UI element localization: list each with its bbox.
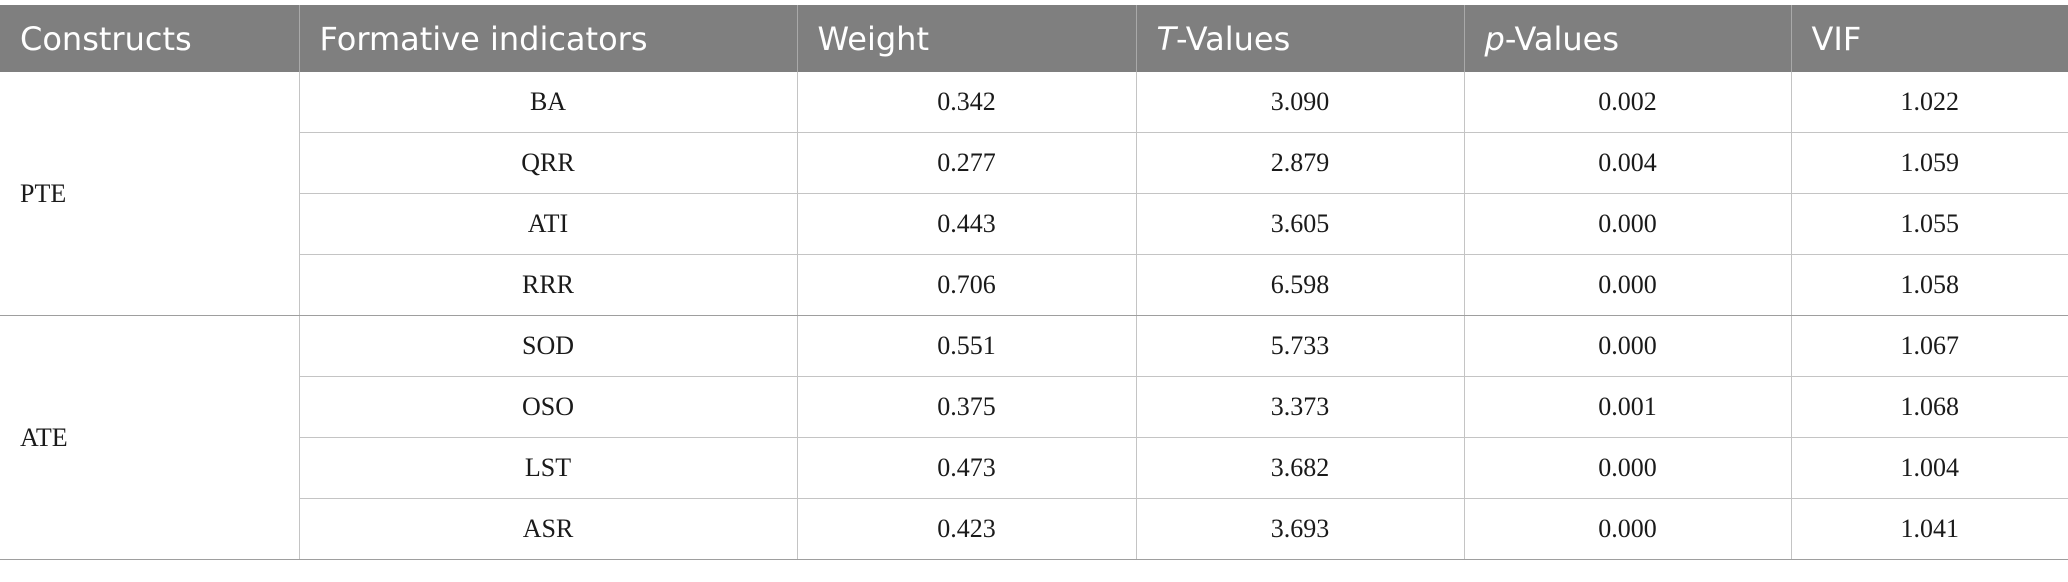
table-header: Constructs Formative indicators Weight T… <box>0 5 2068 72</box>
vif-cell: 1.068 <box>1791 376 2068 438</box>
vif-cell: 1.004 <box>1791 437 2068 499</box>
header-formative-indicators: Formative indicators <box>299 5 798 72</box>
vif-cell: 1.059 <box>1791 132 2068 194</box>
t-value-cell: 3.090 <box>1136 72 1465 133</box>
weight-cell: 0.706 <box>797 254 1137 316</box>
weight-cell: 0.423 <box>797 498 1137 560</box>
formative-indicators-table: Constructs Formative indicators Weight T… <box>0 5 2068 560</box>
header-p-italic: p <box>1484 19 1505 58</box>
vif-cell: 1.041 <box>1791 498 2068 560</box>
vif-cell: 1.022 <box>1791 72 2068 133</box>
t-value-cell: 2.879 <box>1136 132 1465 194</box>
weight-cell: 0.473 <box>797 437 1137 499</box>
weight-cell: 0.342 <box>797 72 1137 133</box>
indicator-cell: QRR <box>299 132 798 194</box>
table-body: PTE BA 0.342 3.090 0.002 1.022 QRR 0.277… <box>0 72 2068 560</box>
construct-cell-ate: ATE <box>0 315 300 560</box>
p-value-cell: 0.002 <box>1464 72 1792 133</box>
p-value-cell: 0.000 <box>1464 254 1792 316</box>
indicator-cell: RRR <box>299 254 798 316</box>
indicator-cell: BA <box>299 72 798 133</box>
header-t-suffix: -Values <box>1176 19 1291 58</box>
p-value-cell: 0.000 <box>1464 193 1792 255</box>
p-value-cell: 0.004 <box>1464 132 1792 194</box>
t-value-cell: 6.598 <box>1136 254 1465 316</box>
table-row: PTE BA 0.342 3.090 0.002 1.022 <box>0 72 2068 316</box>
weight-cell: 0.375 <box>797 376 1137 438</box>
indicator-cell: ASR <box>299 498 798 560</box>
t-value-cell: 3.605 <box>1136 193 1465 255</box>
header-p-suffix: -Values <box>1504 19 1620 58</box>
header-row: Constructs Formative indicators Weight T… <box>0 5 2068 72</box>
p-value-cell: 0.000 <box>1464 437 1792 499</box>
table-row: RRR 0.706 6.598 0.000 1.058 <box>0 254 2068 316</box>
table-row: OSO 0.375 3.373 0.001 1.068 <box>0 376 2068 438</box>
header-constructs: Constructs <box>0 5 300 72</box>
header-t-values: T-Values <box>1136 5 1465 72</box>
header-p-values: p-Values <box>1464 5 1792 72</box>
t-value-cell: 5.733 <box>1136 315 1465 377</box>
table-row: ATE SOD 0.551 5.733 0.000 1.067 <box>0 315 2068 560</box>
table-row: ATI 0.443 3.605 0.000 1.055 <box>0 193 2068 255</box>
indicator-cell: SOD <box>299 315 798 377</box>
p-value-cell: 0.001 <box>1464 376 1792 438</box>
t-value-cell: 3.682 <box>1136 437 1465 499</box>
weight-cell: 0.443 <box>797 193 1137 255</box>
header-weight: Weight <box>797 5 1137 72</box>
t-value-cell: 3.693 <box>1136 498 1465 560</box>
header-t-italic: T <box>1156 19 1177 58</box>
header-vif: VIF <box>1791 5 2068 72</box>
vif-cell: 1.055 <box>1791 193 2068 255</box>
t-value-cell: 3.373 <box>1136 376 1465 438</box>
indicator-cell: OSO <box>299 376 798 438</box>
vif-cell: 1.067 <box>1791 315 2068 377</box>
weight-cell: 0.551 <box>797 315 1137 377</box>
vif-cell: 1.058 <box>1791 254 2068 316</box>
table-row: QRR 0.277 2.879 0.004 1.059 <box>0 132 2068 194</box>
weight-cell: 0.277 <box>797 132 1137 194</box>
indicator-cell: LST <box>299 437 798 499</box>
p-value-cell: 0.000 <box>1464 498 1792 560</box>
indicator-cell: ATI <box>299 193 798 255</box>
p-value-cell: 0.000 <box>1464 315 1792 377</box>
table-row: ASR 0.423 3.693 0.000 1.041 <box>0 498 2068 560</box>
construct-cell-pte: PTE <box>0 72 300 316</box>
table-row: LST 0.473 3.682 0.000 1.004 <box>0 437 2068 499</box>
